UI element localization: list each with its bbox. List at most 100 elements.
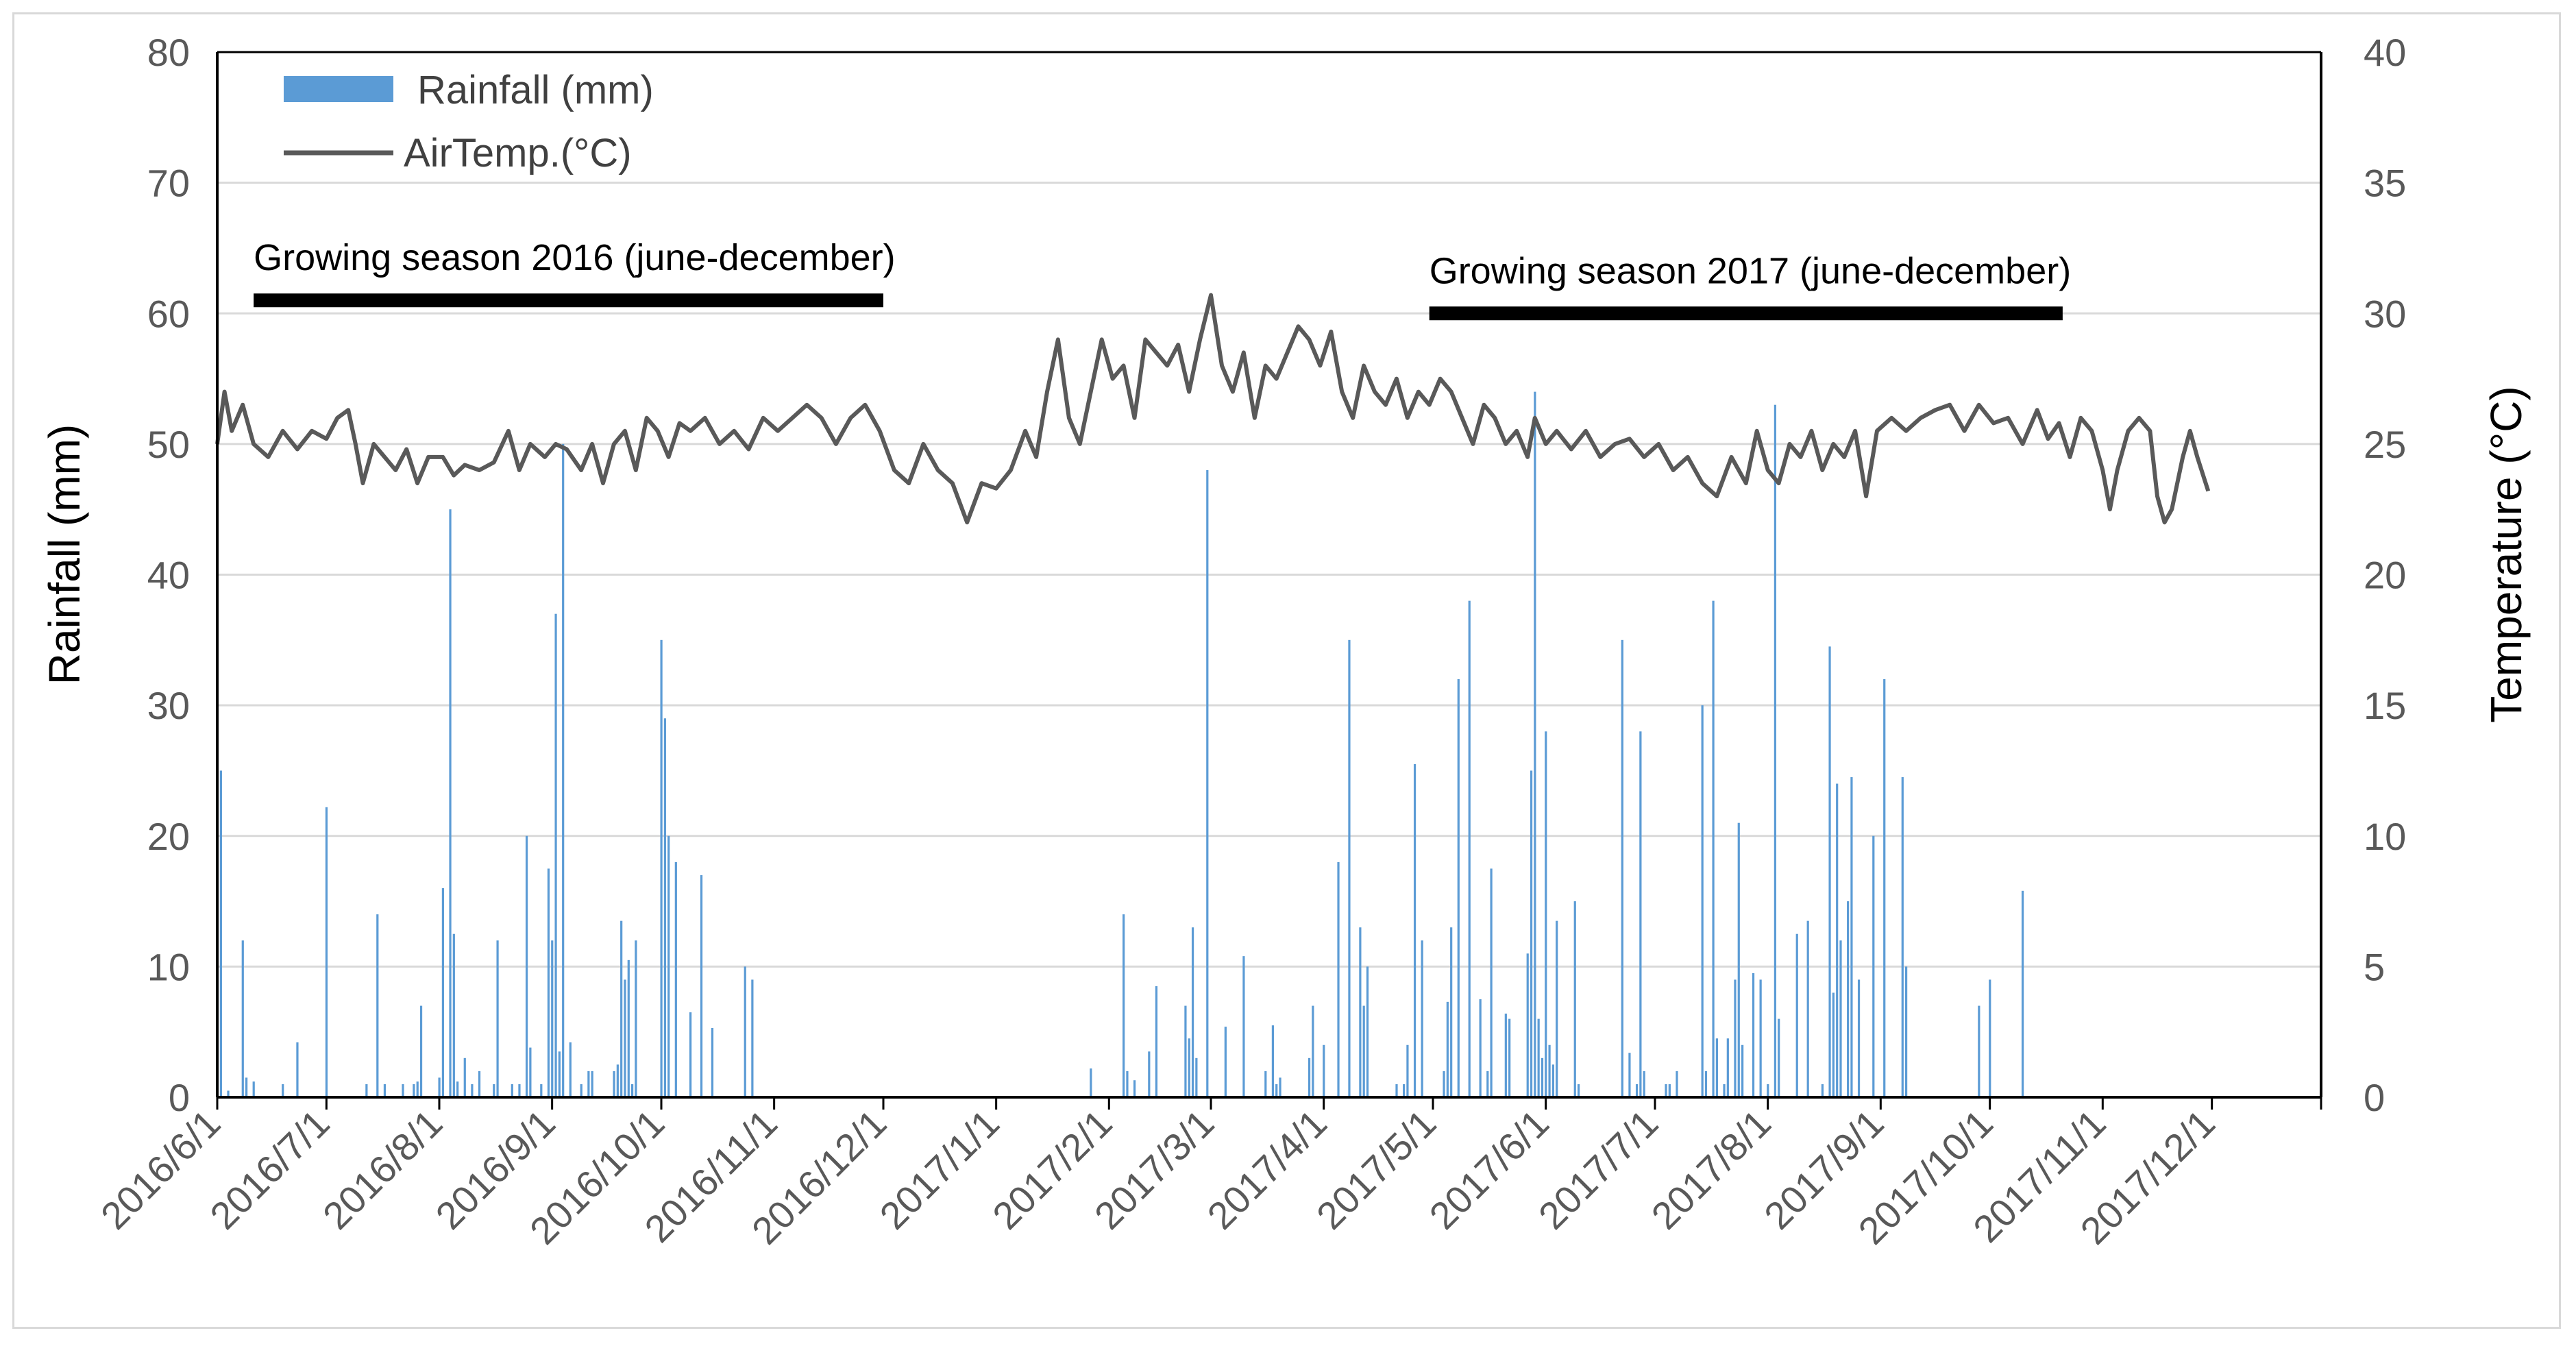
rainfall-temperature-chart: 0 10 20 30 40 50 60 70 80 0 5 10 15 20 25 30 35 40 2016/… — [40, 31, 2531, 1253]
rainfall-bar — [587, 1070, 590, 1097]
rainfall-bar — [1836, 783, 1839, 1097]
left-tick-label-80: 80 — [147, 31, 190, 74]
rainfall-bar — [631, 1084, 634, 1097]
rainfall-bar — [1639, 731, 1642, 1097]
rainfall-bar — [1413, 763, 1416, 1097]
rainfall-bar — [227, 1090, 230, 1097]
rainfall-bar — [1643, 1070, 1645, 1097]
rainfall-bar — [511, 1084, 513, 1097]
left-axis-ticks: 0 10 20 30 40 50 60 70 80 — [147, 31, 190, 1119]
rainfall-bar — [296, 1042, 299, 1097]
rainfall-bar — [1759, 979, 1762, 1097]
temperature-line-layer — [215, 293, 2211, 525]
rainfall-bar — [1806, 920, 1809, 1097]
rainfall-bar — [365, 1084, 368, 1097]
x-tick-label: 2016/7/1 — [201, 1101, 338, 1238]
rainfall-bar — [1406, 1044, 1409, 1097]
rainfall-bar — [667, 835, 670, 1097]
airtemp-line — [215, 293, 2211, 525]
rainfall-bar — [449, 509, 452, 1097]
rainfall-bar — [1665, 1084, 1667, 1097]
rainfall-bar — [1857, 979, 1861, 1097]
legend-label-airtemp: AirTemp.(°C) — [404, 131, 632, 175]
left-tick-label-30: 30 — [147, 684, 190, 727]
rainfall-bar — [1778, 1018, 1780, 1097]
growing-season-annotations: Growing season 2016 (june-december) Growi… — [254, 237, 2071, 321]
rainfall-bar — [591, 1070, 593, 1097]
rainfall-bar — [1206, 470, 1209, 1097]
x-tick-label: 2017/8/1 — [1643, 1101, 1779, 1238]
rainfall-bar — [1577, 1084, 1580, 1097]
rainfall-bar — [1734, 979, 1737, 1097]
rainfall-bar — [1275, 1084, 1278, 1097]
rainfall-bar — [1635, 1084, 1639, 1097]
right-tick-label-10: 10 — [2364, 815, 2406, 858]
rainfall-bar — [416, 1081, 419, 1097]
rainfall-bar — [663, 718, 667, 1097]
rainfall-bar — [496, 940, 499, 1097]
x-tick-label: 2017/1/1 — [871, 1101, 1007, 1238]
rainfall-bar — [1123, 914, 1125, 1097]
rainfall-bar — [1795, 933, 1798, 1097]
rainfall-bar — [1348, 639, 1351, 1097]
rainfall-bar — [1541, 1057, 1544, 1097]
legend-label-rainfall: Rainfall (mm) — [417, 68, 654, 112]
left-tick-label-50: 50 — [147, 423, 190, 466]
rainfall-bar — [1752, 972, 1755, 1097]
rainfall-bar — [1839, 940, 1842, 1097]
x-tick-label: 2017/7/1 — [1530, 1101, 1667, 1238]
rainfall-bar — [1366, 966, 1369, 1097]
rainfall-bar — [493, 1084, 495, 1097]
rainfall-bar — [1701, 705, 1704, 1097]
rainfall-bar — [1847, 901, 1850, 1097]
rainfall-bar — [1242, 956, 1245, 1097]
rainfall-bar — [1850, 776, 1853, 1097]
rainfall-bar — [1989, 979, 1991, 1097]
rainfall-bar — [1628, 1053, 1631, 1097]
right-axis-ticks: 0 5 10 15 20 25 30 35 40 — [2364, 31, 2406, 1119]
rainfall-bar — [1534, 391, 1536, 1097]
rainfall-bar — [1450, 927, 1453, 1097]
rainfall-bar — [1741, 1044, 1744, 1097]
legend: Rainfall (mm) AirTemp.(°C) — [284, 68, 654, 175]
rainfall-bar — [569, 1042, 572, 1097]
rainfall-bar — [245, 1077, 248, 1097]
rainfall-bar — [478, 1070, 481, 1097]
rainfall-bar — [1403, 1084, 1406, 1097]
left-tick-label-20: 20 — [147, 815, 190, 858]
x-axis-ticks: 2016/6/12016/7/12016/8/12016/9/12016/10/… — [93, 1097, 2322, 1253]
rainfall-bar — [282, 1084, 284, 1097]
rainfall-bar — [1224, 1027, 1227, 1097]
x-tick-label: 2017/5/1 — [1308, 1101, 1445, 1238]
rainfall-bar — [1621, 639, 1623, 1097]
rainfall-bar — [1712, 600, 1715, 1097]
right-axis-title: Temperature (°C) — [2481, 386, 2531, 723]
rainfall-bar — [751, 979, 754, 1097]
rainfall-bar — [1737, 822, 1740, 1097]
rainfall-bar — [1526, 953, 1529, 1097]
rainfall-bar — [252, 1081, 255, 1097]
rainfall-bar — [219, 770, 223, 1097]
left-tick-label-10: 10 — [147, 945, 190, 988]
rainfall-bar — [1191, 927, 1194, 1097]
rainfall-bar — [518, 1084, 521, 1097]
rainfall-bar — [1548, 1044, 1551, 1097]
rainfall-bar — [2021, 890, 2024, 1097]
right-tick-label-25: 25 — [2364, 423, 2406, 466]
right-tick-label-40: 40 — [2364, 31, 2406, 74]
rainfall-bar — [1323, 1044, 1325, 1097]
rainfall-bar — [452, 933, 455, 1097]
rainfall-bar — [1774, 404, 1776, 1097]
rainfall-bar — [547, 868, 550, 1097]
rainfall-bar — [402, 1084, 404, 1097]
rainfall-bar — [1479, 999, 1482, 1097]
rainfall-bar — [1337, 861, 1340, 1097]
right-tick-label-15: 15 — [2364, 684, 2406, 727]
rainfall-bar — [1530, 770, 1533, 1097]
rainfall-bar — [1133, 1080, 1136, 1097]
rainfall-bar — [456, 1081, 459, 1097]
rainfall-bar — [1551, 1064, 1554, 1097]
rainfall-bar — [1537, 1018, 1540, 1097]
left-tick-label-0: 0 — [169, 1076, 190, 1119]
rainfall-bar — [1668, 1084, 1671, 1097]
